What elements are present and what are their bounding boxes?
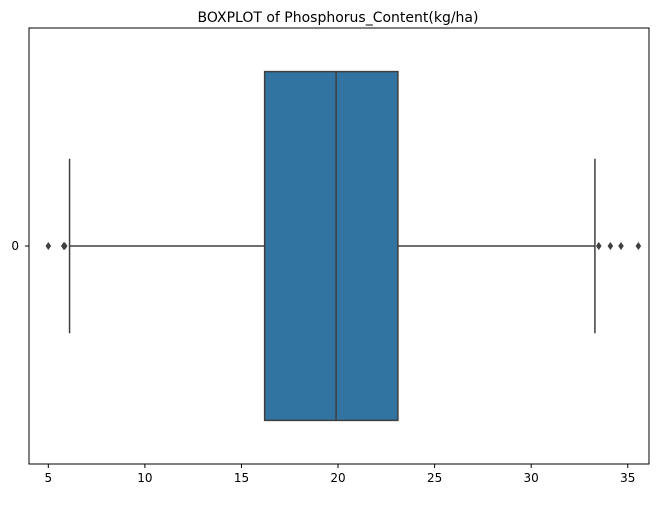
x-tick-label: 15 <box>234 471 249 485</box>
x-tick-label: 35 <box>620 471 635 485</box>
outlier-point <box>45 242 52 250</box>
x-tick-label: 5 <box>44 471 52 485</box>
outlier-point <box>595 242 602 250</box>
outlier-point <box>618 242 624 250</box>
outlier-point <box>61 242 68 250</box>
x-tick-label: 30 <box>524 471 539 485</box>
x-tick-label: 20 <box>330 471 345 485</box>
y-axis: 0 <box>11 239 29 253</box>
plot-area <box>45 70 642 422</box>
iqr-box <box>263 70 399 422</box>
x-axis: 5 10 15 20 25 30 35 <box>44 464 635 485</box>
outlier-point <box>607 242 614 250</box>
chart-title: BOXPLOT of Phosphorus_Content(kg/ha) <box>198 10 479 26</box>
x-tick-label: 10 <box>137 471 152 485</box>
outlier-point <box>635 242 642 250</box>
y-tick-label: 0 <box>11 239 19 253</box>
x-tick-label: 25 <box>427 471 442 485</box>
